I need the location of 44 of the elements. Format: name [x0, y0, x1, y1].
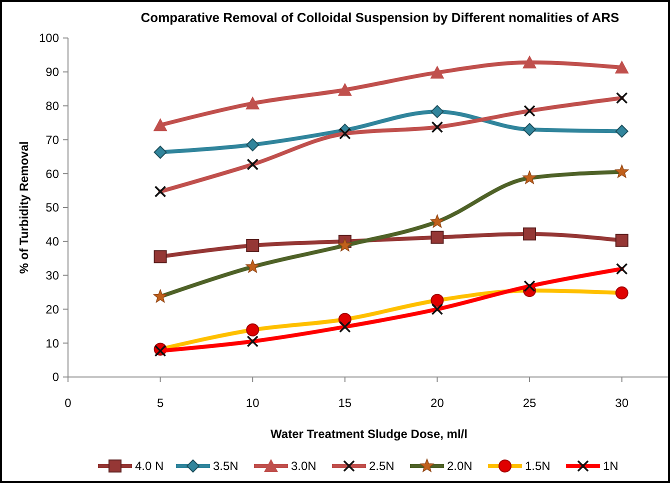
y-tick-label: 80: [46, 99, 60, 113]
x-tick-label: 15: [338, 396, 352, 410]
x-tick-label: 10: [246, 396, 260, 410]
point: [614, 60, 629, 74]
y-tick-label: 70: [46, 132, 60, 147]
point: [523, 227, 536, 240]
legend-label: 1.5N: [525, 459, 550, 474]
point: [615, 124, 628, 138]
y-tick-label: 20: [46, 302, 60, 316]
x-tick-label: 25: [522, 396, 537, 410]
y-tick-label: 40: [46, 234, 60, 249]
chart-title: Comparative Removal of Colloidal Suspension by Different nomalities of ARS: [140, 10, 620, 25]
point: [430, 105, 444, 118]
y-tick-label: 50: [46, 200, 60, 215]
y-tick-label: 60: [46, 166, 60, 181]
x-axis-title: Water Treatment Sludge Dose, ml/l: [270, 427, 468, 441]
x-tick-label: 30: [615, 396, 629, 410]
y-tick-label: 10: [46, 336, 60, 350]
legend-label: 3.5N: [213, 459, 238, 474]
x-tick-label: 5: [156, 396, 164, 410]
y-tick-label: 100: [38, 31, 60, 46]
point: [154, 250, 167, 264]
legend-label: 2.0N: [447, 459, 472, 474]
x-tick-label: 0: [64, 396, 72, 410]
legend-label: 2.5N: [369, 459, 394, 474]
x-tick-label: 20: [430, 396, 444, 410]
point: [153, 118, 168, 132]
legend-label: 1N: [603, 459, 618, 474]
point: [615, 234, 628, 247]
legend-label: 3.0N: [291, 459, 316, 474]
point: [522, 55, 537, 68]
y-tick-label: 90: [46, 65, 60, 80]
point: [154, 146, 167, 159]
y-tick-label: 30: [46, 268, 60, 282]
point: [430, 66, 444, 79]
point: [523, 123, 536, 136]
point: [246, 138, 260, 152]
y-axis-title: % of Turbidity Removal: [17, 141, 31, 274]
legend-label: 4.0 N: [135, 459, 164, 474]
y-tick-label: 0: [52, 370, 60, 384]
point: [246, 238, 260, 252]
point: [246, 96, 260, 110]
point: [338, 82, 352, 96]
point: [430, 230, 444, 244]
